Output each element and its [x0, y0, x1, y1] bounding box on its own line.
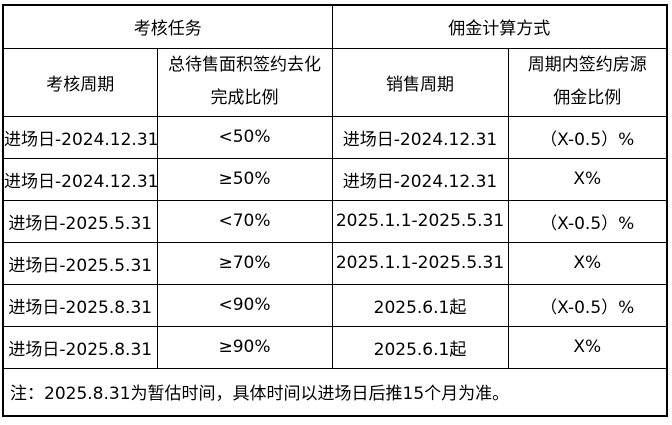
cell-commission-rate: （X-0.5）%: [507, 115, 668, 159]
cell-commission-rate: X%: [507, 325, 668, 369]
col-header-commission-rate-line2: 佣金比例: [553, 88, 622, 108]
table-row: 进场日-2025.8.31 <90% 2025.6.1起 （X-0.5）%: [2, 283, 668, 327]
cell-sales-period: 进场日-2024.12.31: [331, 157, 509, 201]
cell-commission-rate: X%: [507, 157, 668, 201]
col-header-completion-ratio: 总待售面积签约去化 完成比例: [156, 47, 333, 117]
col-header-sales-period: 销售周期: [331, 47, 509, 117]
column-header-row: 考核周期 总待售面积签约去化 完成比例 销售周期 周期内签约房源 佣金比例: [2, 47, 668, 117]
cell-assessment-period: 进场日-2025.5.31: [2, 199, 158, 243]
cell-sales-period: 2025.6.1起: [331, 283, 509, 327]
header-group-commission: 佣金计算方式: [331, 4, 668, 49]
cell-sales-period: 进场日-2024.12.31: [331, 115, 509, 159]
cell-sales-period: 2025.1.1-2025.5.31: [331, 199, 509, 243]
cell-assessment-period: 进场日-2025.5.31: [2, 241, 158, 285]
col-header-completion-ratio-line2: 完成比例: [210, 88, 279, 108]
table-row: 进场日-2025.5.31 ≥70% 2025.1.1-2025.5.31 X%: [2, 241, 668, 285]
cell-sales-period: 2025.1.1-2025.5.31: [331, 241, 509, 285]
cell-completion-ratio: ≥70%: [156, 241, 333, 285]
cell-sales-period: 2025.6.1起: [331, 325, 509, 369]
cell-assessment-period: 进场日-2024.12.31: [2, 157, 158, 201]
table-row: 进场日-2024.12.31 ≥50% 进场日-2024.12.31 X%: [2, 157, 668, 201]
col-header-completion-ratio-line1: 总待售面积签约去化: [168, 55, 321, 75]
cell-commission-rate: （X-0.5）%: [507, 199, 668, 243]
footnote-row: 注：2025.8.31为暂估时间，具体时间以进场日后推15个月为准。: [2, 367, 668, 417]
table-footnote: 注：2025.8.31为暂估时间，具体时间以进场日后推15个月为准。: [2, 367, 668, 417]
cell-assessment-period: 进场日-2025.8.31: [2, 325, 158, 369]
cell-assessment-period: 进场日-2025.8.31: [2, 283, 158, 327]
cell-commission-rate: X%: [507, 241, 668, 285]
header-group-assessment: 考核任务: [2, 4, 333, 49]
col-header-commission-rate-line1: 周期内签约房源: [527, 55, 647, 75]
cell-completion-ratio: <50%: [156, 115, 333, 159]
table-row: 进场日-2025.8.31 ≥90% 2025.6.1起 X%: [2, 325, 668, 369]
table-row: 进场日-2025.5.31 <70% 2025.1.1-2025.5.31 （X…: [2, 199, 668, 243]
cell-completion-ratio: ≥50%: [156, 157, 333, 201]
cell-completion-ratio: <90%: [156, 283, 333, 327]
cell-assessment-period: 进场日-2024.12.31: [2, 115, 158, 159]
col-header-assessment-period: 考核周期: [2, 47, 158, 117]
cell-completion-ratio: <70%: [156, 199, 333, 243]
cell-completion-ratio: ≥90%: [156, 325, 333, 369]
table-row: 进场日-2024.12.31 <50% 进场日-2024.12.31 （X-0.…: [2, 115, 668, 159]
col-header-commission-rate: 周期内签约房源 佣金比例: [507, 47, 668, 117]
cell-commission-rate: （X-0.5）%: [507, 283, 668, 327]
commission-table: 考核任务 佣金计算方式 考核周期 总待售面积签约去化 完成比例 销售周期 周期内…: [2, 4, 668, 417]
header-group-row: 考核任务 佣金计算方式: [2, 4, 668, 49]
